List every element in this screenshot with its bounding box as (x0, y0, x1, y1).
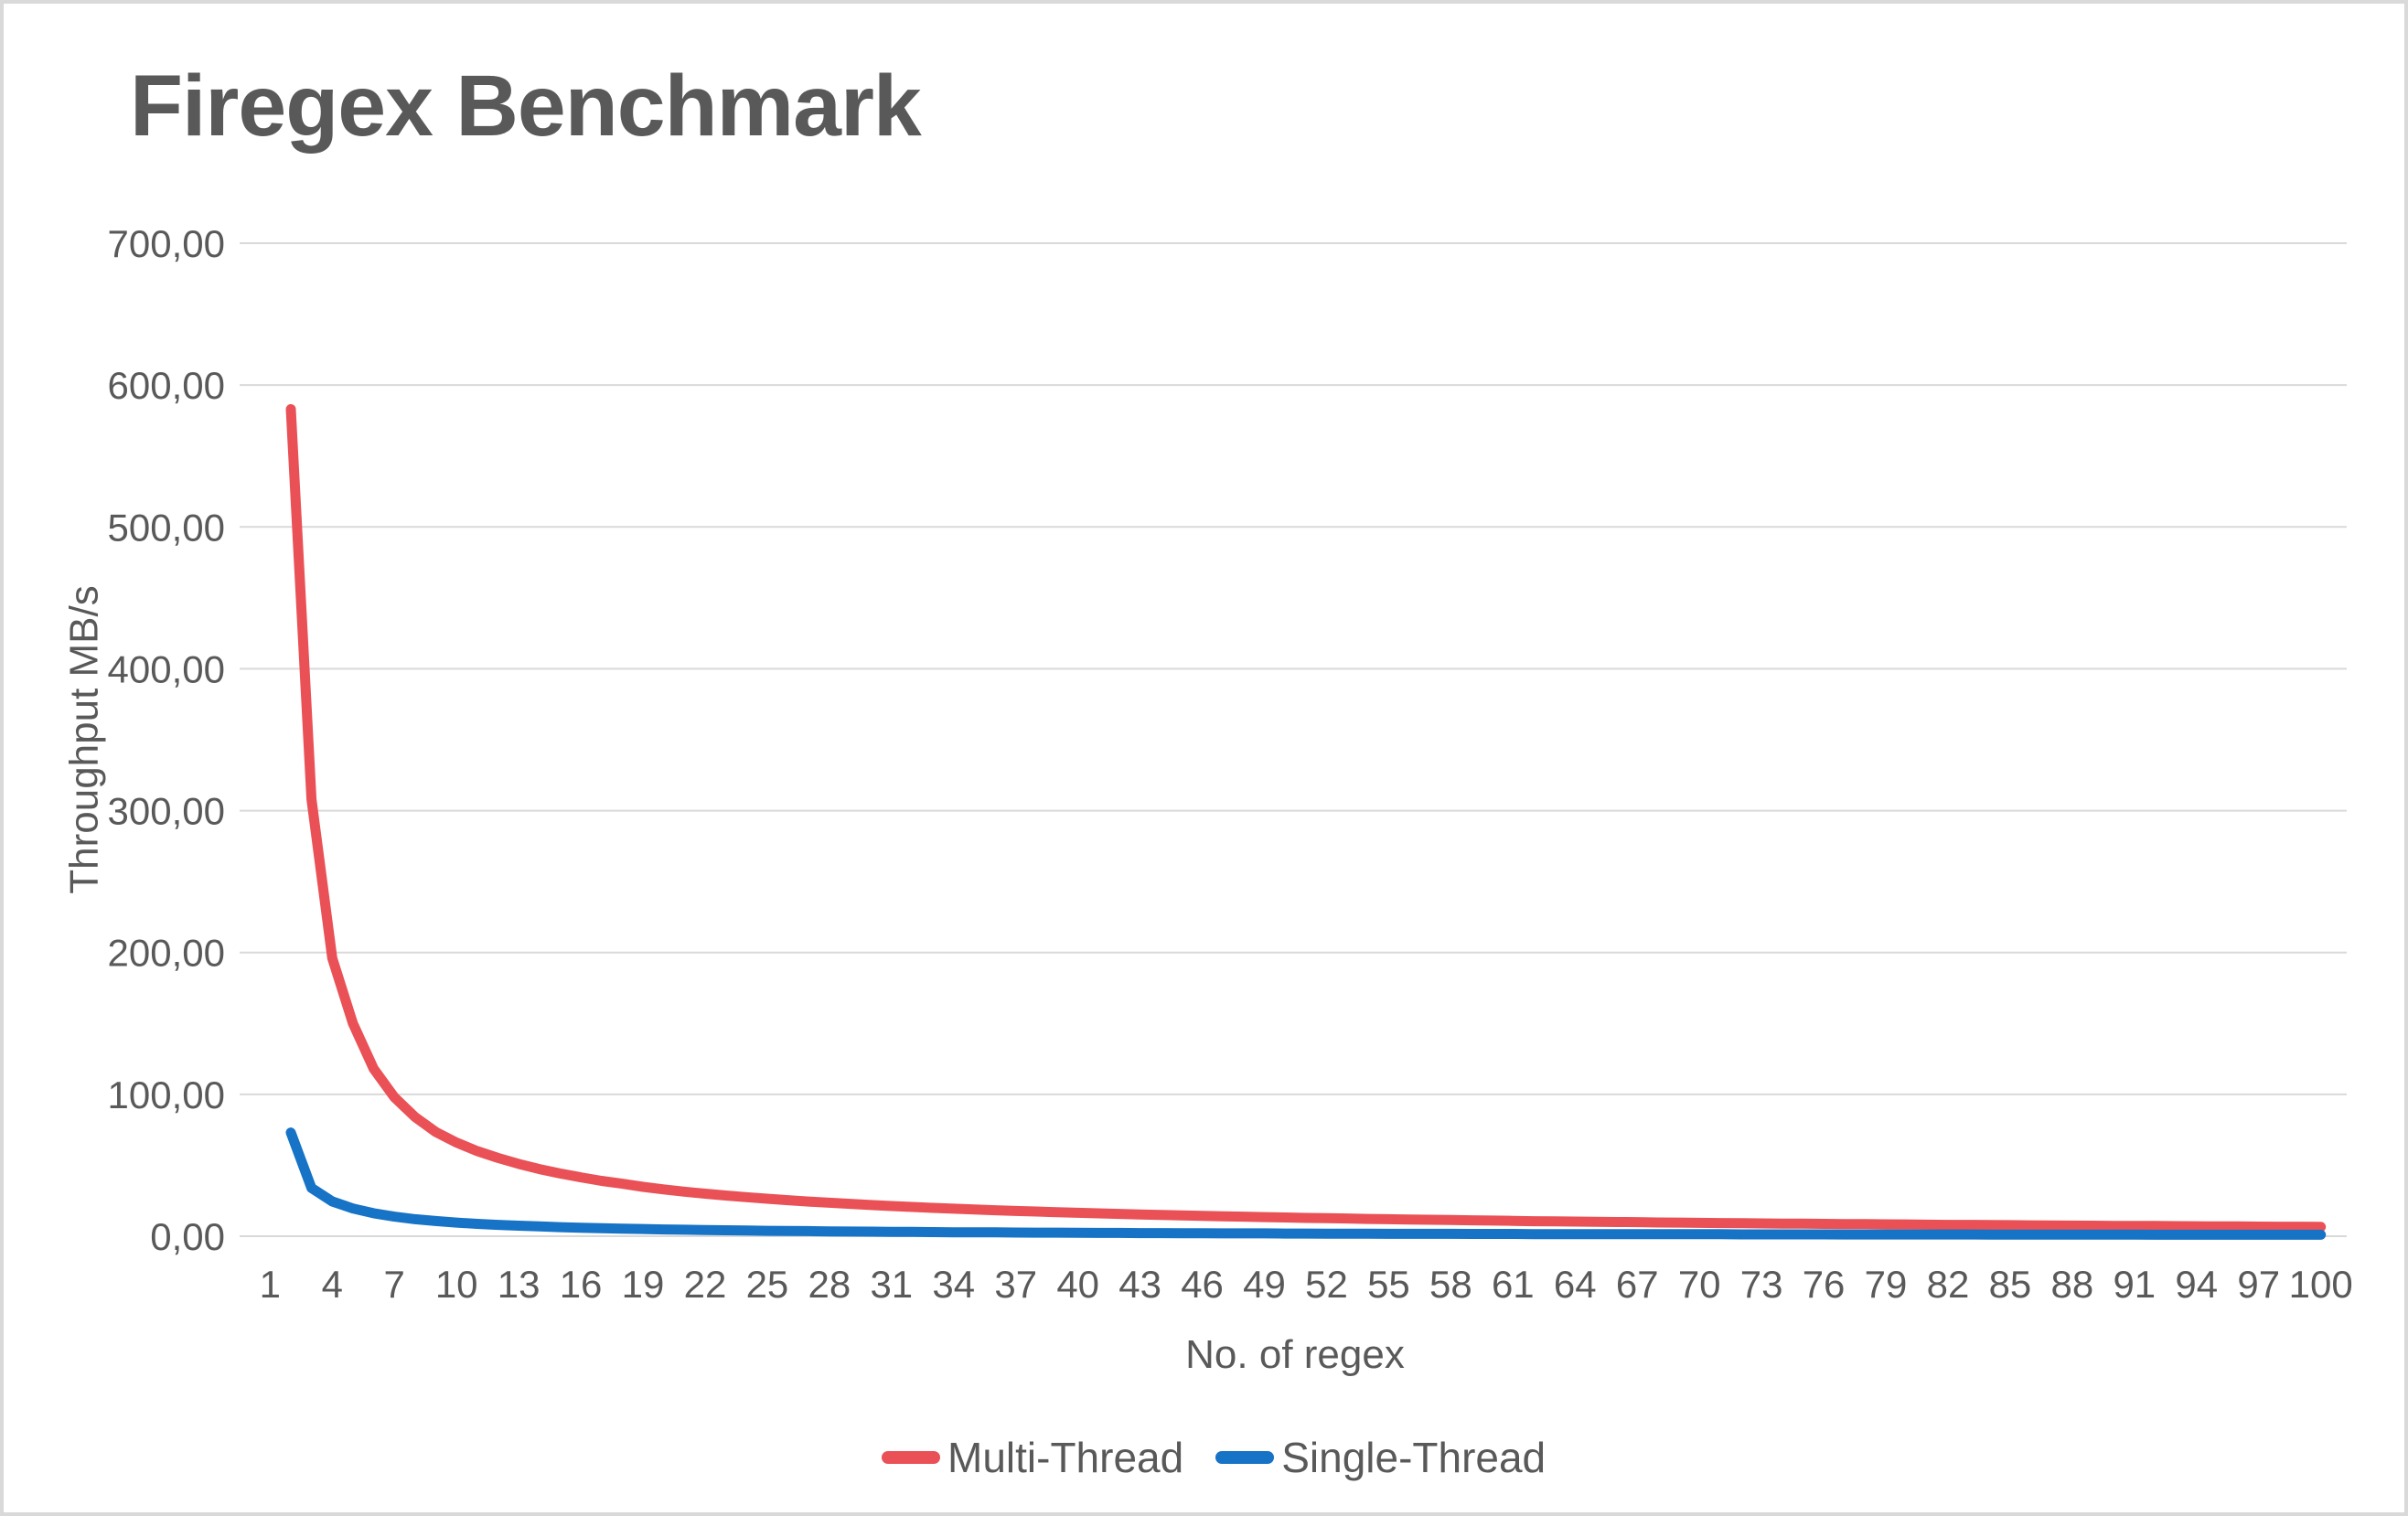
x-axis-tick-label: 100 (2289, 1263, 2353, 1306)
x-axis-tick-label: 61 (1492, 1263, 1535, 1306)
x-axis-tick-label: 70 (1678, 1263, 1721, 1306)
legend-item-single-thread: Single-Thread (1215, 1433, 1546, 1482)
x-axis-tick-label: 88 (2051, 1263, 2094, 1306)
y-axis-tick-label: 400,00 (108, 647, 225, 690)
x-axis-tick-label: 52 (1305, 1263, 1348, 1306)
chart-title: Firegex Benchmark (130, 58, 922, 155)
x-axis-tick-label: 67 (1616, 1263, 1659, 1306)
legend-item-multi-thread: Multi-Thread (882, 1433, 1183, 1482)
y-axis-tick-labels: 0,00 100,00 200,00 300,00 400,00 500,00 600,00… (108, 222, 225, 1258)
y-axis-title: Throughput MB/s (62, 585, 107, 894)
x-axis-tick-label: 37 (994, 1263, 1037, 1306)
x-axis-tick-label: 58 (1429, 1263, 1472, 1306)
y-axis-tick-label: 600,00 (108, 364, 225, 407)
x-axis-tick-label: 97 (2237, 1263, 2280, 1306)
x-axis-tick-labels: 1 4 7 10 13 16 19 22 25 28 31 34 37 40 43 46 49 52 55 58 61 6… (260, 1263, 2353, 1306)
single-thread-swatch-icon (1215, 1451, 1275, 1464)
x-axis-tick-label: 82 (1927, 1263, 1970, 1306)
y-axis-tick-label: 200,00 (108, 932, 225, 975)
legend-label-single-thread: Single-Thread (1281, 1434, 1546, 1481)
x-axis-tick-label: 31 (870, 1263, 913, 1306)
x-axis-tick-label: 13 (498, 1263, 540, 1306)
x-axis-tick-label: 79 (1865, 1263, 1908, 1306)
x-axis-tick-label: 73 (1740, 1263, 1783, 1306)
x-axis-tick-label: 43 (1118, 1263, 1161, 1306)
x-axis-tick-label: 91 (2113, 1263, 2156, 1306)
x-axis-tick-label: 1 (260, 1263, 281, 1306)
legend: Multi-Thread Single-Thread (882, 1432, 1546, 1483)
series-lines (285, 404, 2327, 1240)
x-axis-tick-label: 10 (435, 1263, 478, 1306)
y-axis-tick-label: 300,00 (108, 790, 225, 833)
x-axis-title: No. of regex (1185, 1332, 1405, 1377)
x-axis-tick-label: 28 (808, 1263, 851, 1306)
x-axis-tick-label: 19 (622, 1263, 665, 1306)
x-axis-tick-label: 22 (684, 1263, 727, 1306)
multi-thread-line (285, 404, 2327, 1233)
x-axis-tick-label: 16 (560, 1263, 603, 1306)
single-thread-line (285, 1127, 2327, 1240)
x-axis-tick-label: 55 (1367, 1263, 1410, 1306)
x-axis-tick-label: 94 (2175, 1263, 2218, 1306)
x-axis-tick-label: 34 (932, 1263, 975, 1306)
y-axis-tick-label: 500,00 (108, 506, 225, 549)
x-axis-tick-label: 49 (1243, 1263, 1286, 1306)
y-axis-tick-label: 700,00 (108, 222, 225, 265)
x-axis-tick-label: 4 (322, 1263, 343, 1306)
x-axis-tick-label: 7 (384, 1263, 405, 1306)
y-axis-tick-label: 100,00 (108, 1073, 225, 1116)
x-axis-tick-label: 46 (1181, 1263, 1224, 1306)
y-axis-tick-label: 0,00 (150, 1215, 225, 1258)
x-axis-tick-label: 64 (1554, 1263, 1597, 1306)
gridlines (240, 242, 2347, 1237)
x-axis-tick-label: 76 (1803, 1263, 1846, 1306)
x-axis-tick-label: 40 (1056, 1263, 1099, 1306)
x-axis-tick-label: 25 (746, 1263, 789, 1306)
plot-area: 0,00 100,00 200,00 300,00 400,00 500,00 600,00… (62, 222, 2353, 1377)
legend-label-multi-thread: Multi-Thread (947, 1434, 1184, 1481)
multi-thread-swatch-icon (882, 1451, 940, 1464)
x-axis-tick-label: 85 (1989, 1263, 2032, 1306)
